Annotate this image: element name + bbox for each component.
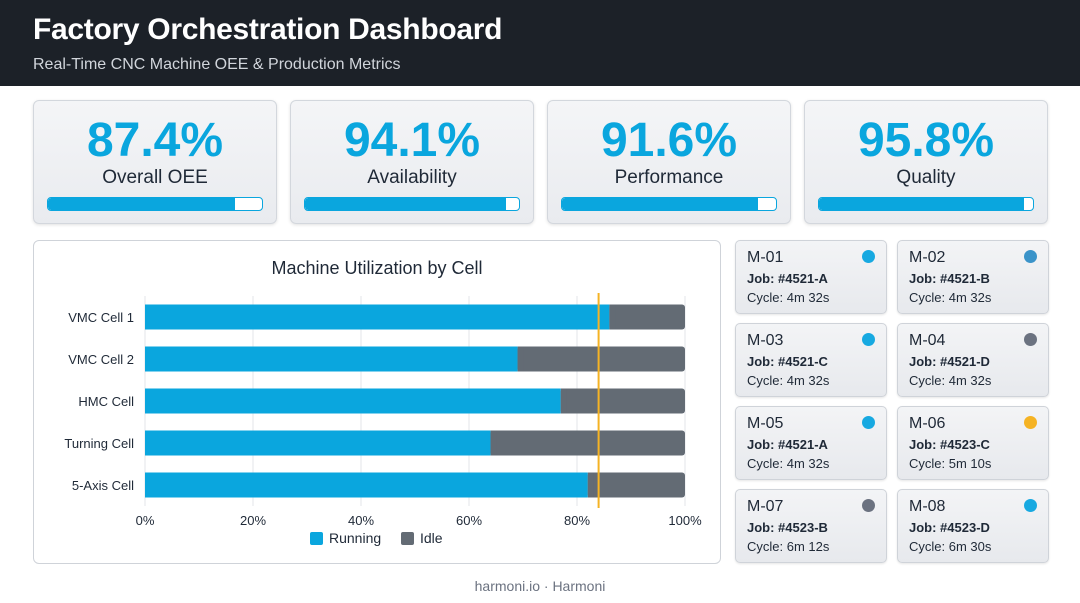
machine-id: M-06 xyxy=(909,415,946,432)
legend-swatch-running xyxy=(310,532,323,545)
bar-running xyxy=(145,388,561,414)
bar-idle-join xyxy=(490,430,497,456)
status-dot-icon xyxy=(862,333,875,346)
machine-cycle: Cycle: 6m 30s xyxy=(909,539,992,554)
legend-swatch-idle xyxy=(401,532,414,545)
status-dot-icon xyxy=(1024,416,1037,429)
y-category-label: VMC Cell 2 xyxy=(68,352,134,367)
y-category-label: HMC Cell xyxy=(78,394,134,409)
legend-label-running: Running xyxy=(329,530,381,546)
status-dot-icon xyxy=(862,250,875,263)
dashboard-header: Factory Orchestration Dashboard Real-Tim… xyxy=(0,0,1080,86)
machine-id: M-07 xyxy=(747,498,784,515)
bar-idle xyxy=(609,304,685,330)
machine-job: Job: #4521-B xyxy=(909,271,990,286)
machine-card-m01[interactable]: M-01 Job: #4521-A Cycle: 4m 32s xyxy=(735,240,887,314)
bar-idle xyxy=(517,346,685,372)
kpi-value: 95.8% xyxy=(857,114,995,167)
machine-card-m04[interactable]: M-04 Job: #4521-D Cycle: 4m 32s xyxy=(897,323,1049,397)
machine-card-m06[interactable]: M-06 Job: #4523-C Cycle: 5m 10s xyxy=(897,406,1049,480)
machine-cycle: Cycle: 4m 32s xyxy=(909,373,992,388)
bar-idle-join xyxy=(609,304,616,330)
bar-idle-join xyxy=(587,472,594,498)
machine-cycle: Cycle: 6m 12s xyxy=(747,539,830,554)
machine-job: Job: #4523-C xyxy=(909,437,990,452)
bar-running xyxy=(145,346,518,372)
kpi-label: Performance xyxy=(614,167,724,188)
bar-idle xyxy=(490,430,685,456)
kpi-value: 87.4% xyxy=(86,114,224,167)
x-tick-label: 60% xyxy=(456,513,482,528)
page-title: Factory Orchestration Dashboard xyxy=(33,13,503,46)
kpi-value: 94.1% xyxy=(343,114,481,167)
bar-running xyxy=(145,472,588,498)
kpi-progress-fill xyxy=(48,198,236,210)
machine-id: M-04 xyxy=(909,332,946,349)
kpi-progress-fill xyxy=(562,198,759,210)
kpi-card-performance: 91.6% Performance xyxy=(547,100,791,224)
legend-label-idle: Idle xyxy=(420,530,443,546)
kpi-label: Quality xyxy=(896,167,956,188)
x-tick-label: 80% xyxy=(564,513,590,528)
page-subtitle: Real-Time CNC Machine OEE & Production M… xyxy=(33,56,401,73)
kpi-value: 91.6% xyxy=(600,114,738,167)
machine-cycle: Cycle: 4m 32s xyxy=(747,456,830,471)
machine-card-m05[interactable]: M-05 Job: #4521-A Cycle: 4m 32s xyxy=(735,406,887,480)
machine-cycle: Cycle: 4m 32s xyxy=(909,290,992,305)
machine-cycle: Cycle: 4m 32s xyxy=(747,290,830,305)
status-dot-icon xyxy=(862,416,875,429)
machine-id: M-08 xyxy=(909,498,946,515)
bar-idle-join xyxy=(560,388,567,414)
kpi-progress-bar xyxy=(304,197,520,211)
machine-job: Job: #4521-A xyxy=(747,437,828,452)
machine-job: Job: #4523-D xyxy=(909,520,990,535)
bar-idle xyxy=(560,388,685,414)
bar-idle xyxy=(587,472,685,498)
x-tick-label: 0% xyxy=(136,513,155,528)
kpi-card-quality: 95.8% Quality xyxy=(804,100,1048,224)
y-category-label: Turning Cell xyxy=(64,436,134,451)
utilization-chart-panel: Machine Utilization by Cell 0% 20% 40% 60% 80… xyxy=(33,240,721,564)
machine-card-m03[interactable]: M-03 Job: #4521-C Cycle: 4m 32s xyxy=(735,323,887,397)
kpi-card-overall-oee: 87.4% Overall OEE xyxy=(33,100,277,224)
x-tick-label: 40% xyxy=(348,513,374,528)
footer-brand: harmoni.io · Harmoni xyxy=(474,578,606,594)
machine-job: Job: #4521-A xyxy=(747,271,828,286)
kpi-progress-bar xyxy=(561,197,777,211)
status-dot-icon xyxy=(862,499,875,512)
machine-id: M-01 xyxy=(747,249,784,266)
y-category-label: VMC Cell 1 xyxy=(68,310,134,325)
bar-running xyxy=(145,304,610,330)
chart-title: Machine Utilization by Cell xyxy=(271,258,482,278)
kpi-progress-bar xyxy=(818,197,1034,211)
machine-card-m02[interactable]: M-02 Job: #4521-B Cycle: 4m 32s xyxy=(897,240,1049,314)
machine-job: Job: #4521-D xyxy=(909,354,990,369)
y-category-label: 5-Axis Cell xyxy=(72,478,134,493)
machine-job: Job: #4523-B xyxy=(747,520,828,535)
status-dot-icon xyxy=(1024,499,1037,512)
machine-id: M-03 xyxy=(747,332,784,349)
machine-cycle: Cycle: 4m 32s xyxy=(747,373,830,388)
status-dot-icon xyxy=(1024,250,1037,263)
kpi-progress-fill xyxy=(819,198,1024,210)
kpi-label: Overall OEE xyxy=(102,167,208,188)
kpi-label: Availability xyxy=(367,167,457,188)
kpi-progress-bar xyxy=(47,197,263,211)
bar-idle-join xyxy=(517,346,524,372)
machine-card-m07[interactable]: M-07 Job: #4523-B Cycle: 6m 12s xyxy=(735,489,887,563)
x-tick-label: 20% xyxy=(240,513,266,528)
machine-id: M-05 xyxy=(747,415,784,432)
utilization-chart: Machine Utilization by Cell 0% 20% 40% 60% 80… xyxy=(64,258,702,546)
machine-card-m08[interactable]: M-08 Job: #4523-D Cycle: 6m 30s xyxy=(897,489,1049,563)
machine-cycle: Cycle: 5m 10s xyxy=(909,456,992,471)
bar-running xyxy=(145,430,491,456)
machine-job: Job: #4521-C xyxy=(747,354,828,369)
kpi-progress-fill xyxy=(305,198,507,210)
kpi-card-availability: 94.1% Availability xyxy=(290,100,534,224)
x-tick-label: 100% xyxy=(668,513,702,528)
machine-id: M-02 xyxy=(909,249,946,266)
status-dot-icon xyxy=(1024,333,1037,346)
